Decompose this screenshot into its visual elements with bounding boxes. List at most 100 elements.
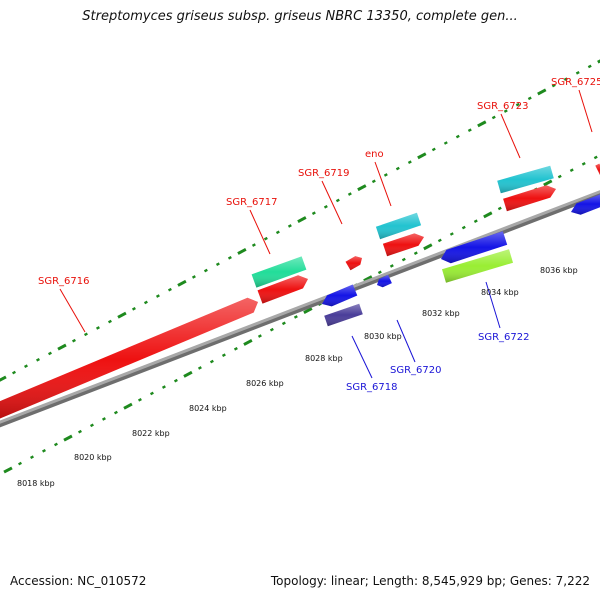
tick-mark — [467, 128, 472, 133]
gene-sgr-6717-rna[interactable] — [251, 256, 307, 288]
gene-label: eno — [365, 149, 384, 160]
gene-sgr-6723-rna[interactable] — [497, 165, 554, 194]
tick-mark — [417, 152, 427, 160]
tick-mark — [461, 225, 466, 230]
tick-mark — [303, 307, 313, 314]
tick-mark — [54, 442, 58, 447]
tick-mark — [143, 300, 148, 305]
tick-mark — [203, 268, 208, 273]
gene-label: SGR_6720 — [390, 365, 442, 376]
tick-mark — [527, 96, 532, 101]
gene-sgr-6722-b[interactable] — [442, 249, 513, 283]
tick-mark — [515, 102, 520, 107]
callout-line — [374, 161, 392, 207]
tick-mark — [221, 353, 226, 357]
gene-sgr-6718[interactable] — [322, 284, 358, 307]
chromosome-backbone — [0, 190, 600, 428]
tick-mark — [363, 275, 373, 283]
tick-mark — [209, 359, 214, 364]
tick-mark — [413, 251, 418, 255]
tick-mark — [537, 88, 547, 96]
tick-mark — [335, 198, 340, 203]
tick-mark — [233, 347, 238, 351]
tick-mark — [3, 466, 13, 474]
tick-mark — [483, 211, 493, 219]
gene-right-edge[interactable] — [571, 193, 600, 215]
callout-line — [59, 288, 86, 333]
tick-mark — [357, 184, 367, 192]
gene-sgr-6722[interactable] — [441, 231, 508, 264]
tick-mark — [95, 326, 100, 330]
tick-mark — [197, 366, 202, 370]
scale-label: 8034 kbp — [481, 288, 519, 297]
tick-mark — [287, 224, 292, 228]
tick-mark — [423, 243, 433, 251]
gene-right-edge-shade — [571, 194, 600, 215]
tick-mark — [449, 232, 454, 236]
tick-mark — [117, 311, 127, 319]
tick-mark — [587, 64, 592, 69]
gene-label: SGR_6716 — [38, 276, 90, 287]
tick-mark — [563, 77, 568, 82]
tick-mark — [12, 370, 16, 375]
callout-line — [500, 113, 521, 159]
gene-eno[interactable] — [382, 233, 424, 257]
callout-line — [351, 335, 373, 379]
tick-mark — [323, 204, 328, 209]
gene-sgr-6717[interactable] — [257, 275, 309, 304]
gene-sgr-6717-rna-shade — [251, 256, 307, 288]
tick-mark — [183, 370, 193, 378]
gene-sgr-6723-rna-shade — [497, 165, 554, 194]
gene-sgr-6723[interactable] — [503, 185, 556, 212]
callout-line — [578, 89, 593, 133]
tick-mark — [455, 134, 460, 139]
tick-mark — [503, 109, 508, 113]
gene-sgr-6717-shade — [257, 275, 308, 304]
callout-line — [249, 209, 271, 255]
tick-mark — [237, 247, 247, 255]
tick-mark — [113, 410, 118, 415]
map-title: Streptomyces griseus subsp. griseus NBRC… — [82, 9, 518, 24]
gene-features[interactable] — [0, 163, 600, 422]
gene-sgr-6725[interactable] — [595, 163, 600, 177]
tick-mark — [281, 321, 286, 326]
gene-sgr-6718-b[interactable] — [324, 303, 363, 327]
gene-sgr-6719[interactable] — [345, 256, 363, 271]
tick-mark — [575, 71, 580, 75]
gene-sgr-6720-shade — [377, 274, 392, 288]
tick-mark — [383, 173, 388, 177]
tick-mark — [227, 256, 232, 260]
tick-mark — [263, 236, 268, 241]
tick-mark — [173, 378, 178, 383]
tick-mark — [297, 216, 307, 223]
gene-label: SGR_6722 — [478, 332, 530, 343]
gene-sgr-6716-shade — [0, 297, 258, 419]
tick-mark — [131, 307, 136, 311]
gene-eno-rna-shade — [375, 212, 422, 240]
gene-callouts: SGR_6716 SGR_6717 SGR_6719 eno SGR_6723 SGR_6… — [38, 77, 600, 393]
gene-eno-rna[interactable] — [375, 212, 422, 240]
tick-mark — [89, 423, 94, 428]
tick-mark — [215, 262, 220, 266]
backbone-shadow — [0, 190, 600, 428]
scale-labels: 8018 kbp 8020 kbp 8022 kbp 8024 kbp 8026 kbp… — [17, 266, 578, 488]
tick-mark — [371, 179, 376, 184]
gene-sgr-6716[interactable] — [0, 297, 258, 422]
tick-mark — [275, 230, 280, 235]
gene-sgr-6720[interactable] — [377, 274, 392, 288]
tick-mark — [63, 434, 73, 442]
tick-mark — [18, 461, 22, 466]
callout-line — [485, 281, 501, 329]
tick-mark — [71, 338, 76, 343]
gene-label: SGR_6723 — [477, 101, 529, 112]
tick-mark — [597, 59, 600, 64]
tick-mark — [407, 160, 412, 164]
tick-mark — [167, 287, 172, 292]
tick-mark — [101, 417, 106, 421]
tick-mark — [149, 391, 154, 396]
tick-mark — [24, 364, 28, 369]
tick-mark — [123, 402, 133, 410]
tick-mark — [443, 141, 448, 145]
callout-line — [321, 180, 343, 225]
